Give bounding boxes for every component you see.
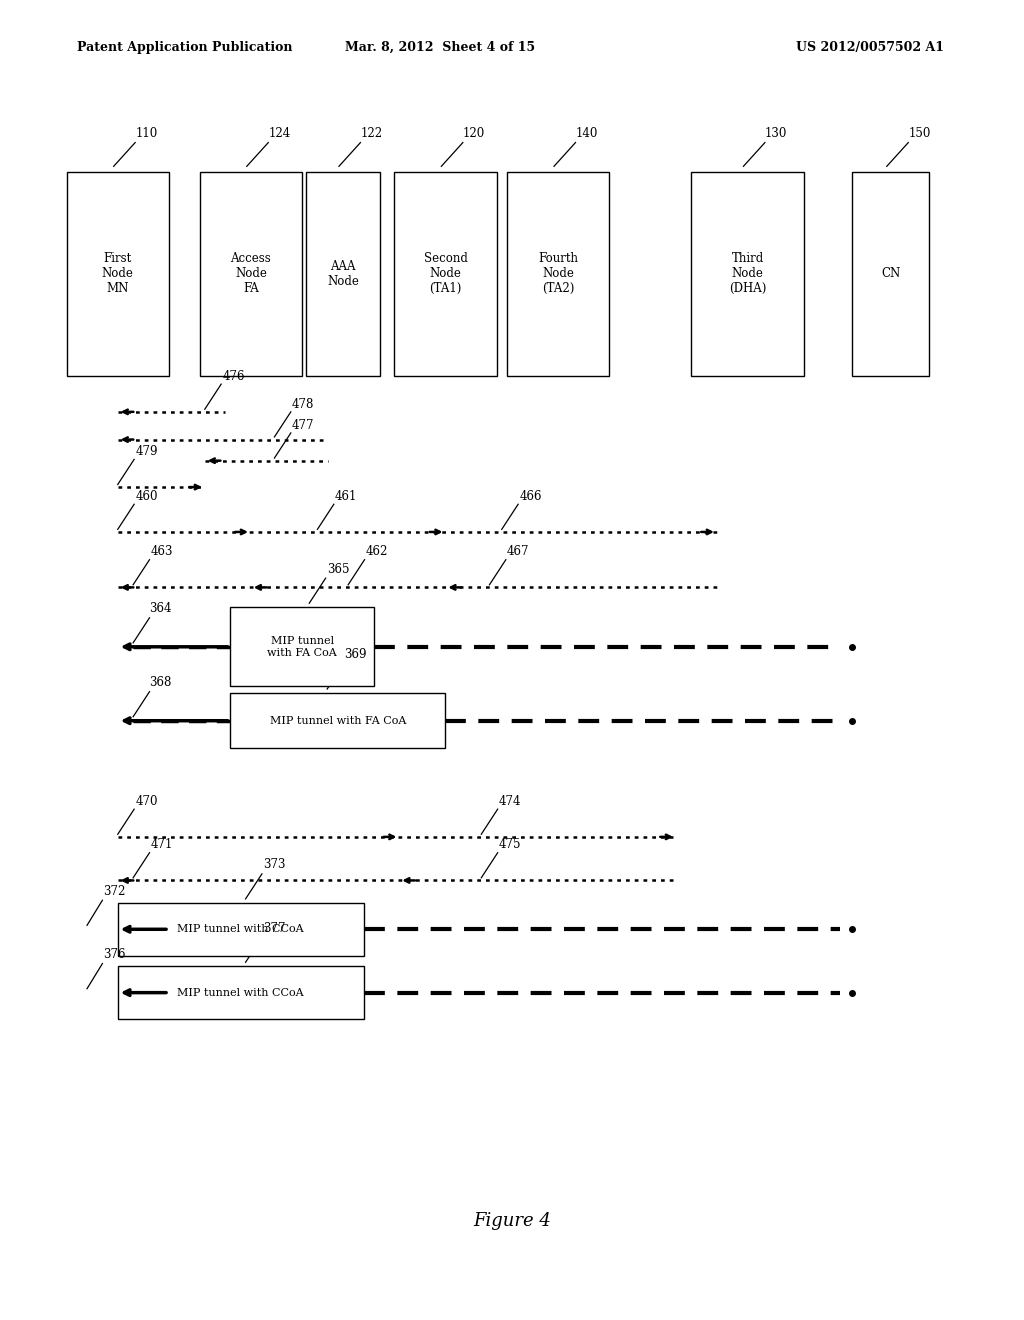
Text: 122: 122	[360, 127, 383, 140]
Text: 467: 467	[507, 545, 529, 558]
Bar	[306, 172, 380, 376]
Text: 478: 478	[292, 397, 314, 411]
Text: 130: 130	[765, 127, 787, 140]
Text: 150: 150	[908, 127, 931, 140]
Text: 369: 369	[344, 648, 367, 661]
Text: Figure 4: Figure 4	[473, 1212, 551, 1230]
Text: Fourth
Node
(TA2): Fourth Node (TA2)	[538, 252, 579, 296]
Text: 377: 377	[263, 921, 286, 935]
Text: CN: CN	[882, 268, 900, 280]
Bar	[852, 172, 930, 376]
Bar	[394, 172, 497, 376]
Text: 471: 471	[151, 838, 173, 851]
Text: 460: 460	[135, 490, 158, 503]
Bar	[691, 172, 804, 376]
Text: 461: 461	[335, 490, 357, 503]
Text: Access
Node
FA: Access Node FA	[230, 252, 271, 296]
Text: Patent Application Publication: Patent Application Publication	[77, 41, 292, 54]
Text: MIP tunnel
with FA CoA: MIP tunnel with FA CoA	[267, 636, 337, 657]
Text: 479: 479	[135, 445, 158, 458]
Text: 462: 462	[366, 545, 388, 558]
Text: Second
Node
(TA1): Second Node (TA1)	[424, 252, 467, 296]
Text: 373: 373	[263, 858, 286, 871]
Text: 474: 474	[499, 795, 521, 808]
Bar	[230, 693, 445, 748]
Text: 140: 140	[575, 127, 598, 140]
Text: US 2012/0057502 A1: US 2012/0057502 A1	[797, 41, 944, 54]
Bar	[118, 966, 364, 1019]
Text: MIP tunnel with CCoA: MIP tunnel with CCoA	[177, 924, 304, 935]
Text: Mar. 8, 2012  Sheet 4 of 15: Mar. 8, 2012 Sheet 4 of 15	[345, 41, 536, 54]
Bar	[67, 172, 169, 376]
Text: 372: 372	[103, 884, 126, 898]
Text: First
Node
MN: First Node MN	[101, 252, 134, 296]
Bar	[507, 172, 609, 376]
Text: 476: 476	[222, 370, 245, 383]
Text: 365: 365	[327, 562, 349, 576]
Text: 463: 463	[151, 545, 173, 558]
Text: 110: 110	[135, 127, 158, 140]
Text: AAA
Node: AAA Node	[327, 260, 359, 288]
Text: Third
Node
(DHA): Third Node (DHA)	[729, 252, 766, 296]
Text: 475: 475	[499, 838, 521, 851]
Text: MIP tunnel with FA CoA: MIP tunnel with FA CoA	[269, 715, 407, 726]
Text: 470: 470	[135, 795, 158, 808]
Text: 368: 368	[150, 676, 172, 689]
Text: 466: 466	[519, 490, 542, 503]
Bar	[118, 903, 364, 956]
Text: 364: 364	[150, 602, 172, 615]
Bar	[230, 607, 374, 686]
Text: 376: 376	[103, 948, 126, 961]
Text: 477: 477	[292, 418, 314, 432]
Bar	[200, 172, 302, 376]
Text: MIP tunnel with CCoA: MIP tunnel with CCoA	[177, 987, 304, 998]
Text: 120: 120	[463, 127, 485, 140]
Text: 124: 124	[268, 127, 291, 140]
